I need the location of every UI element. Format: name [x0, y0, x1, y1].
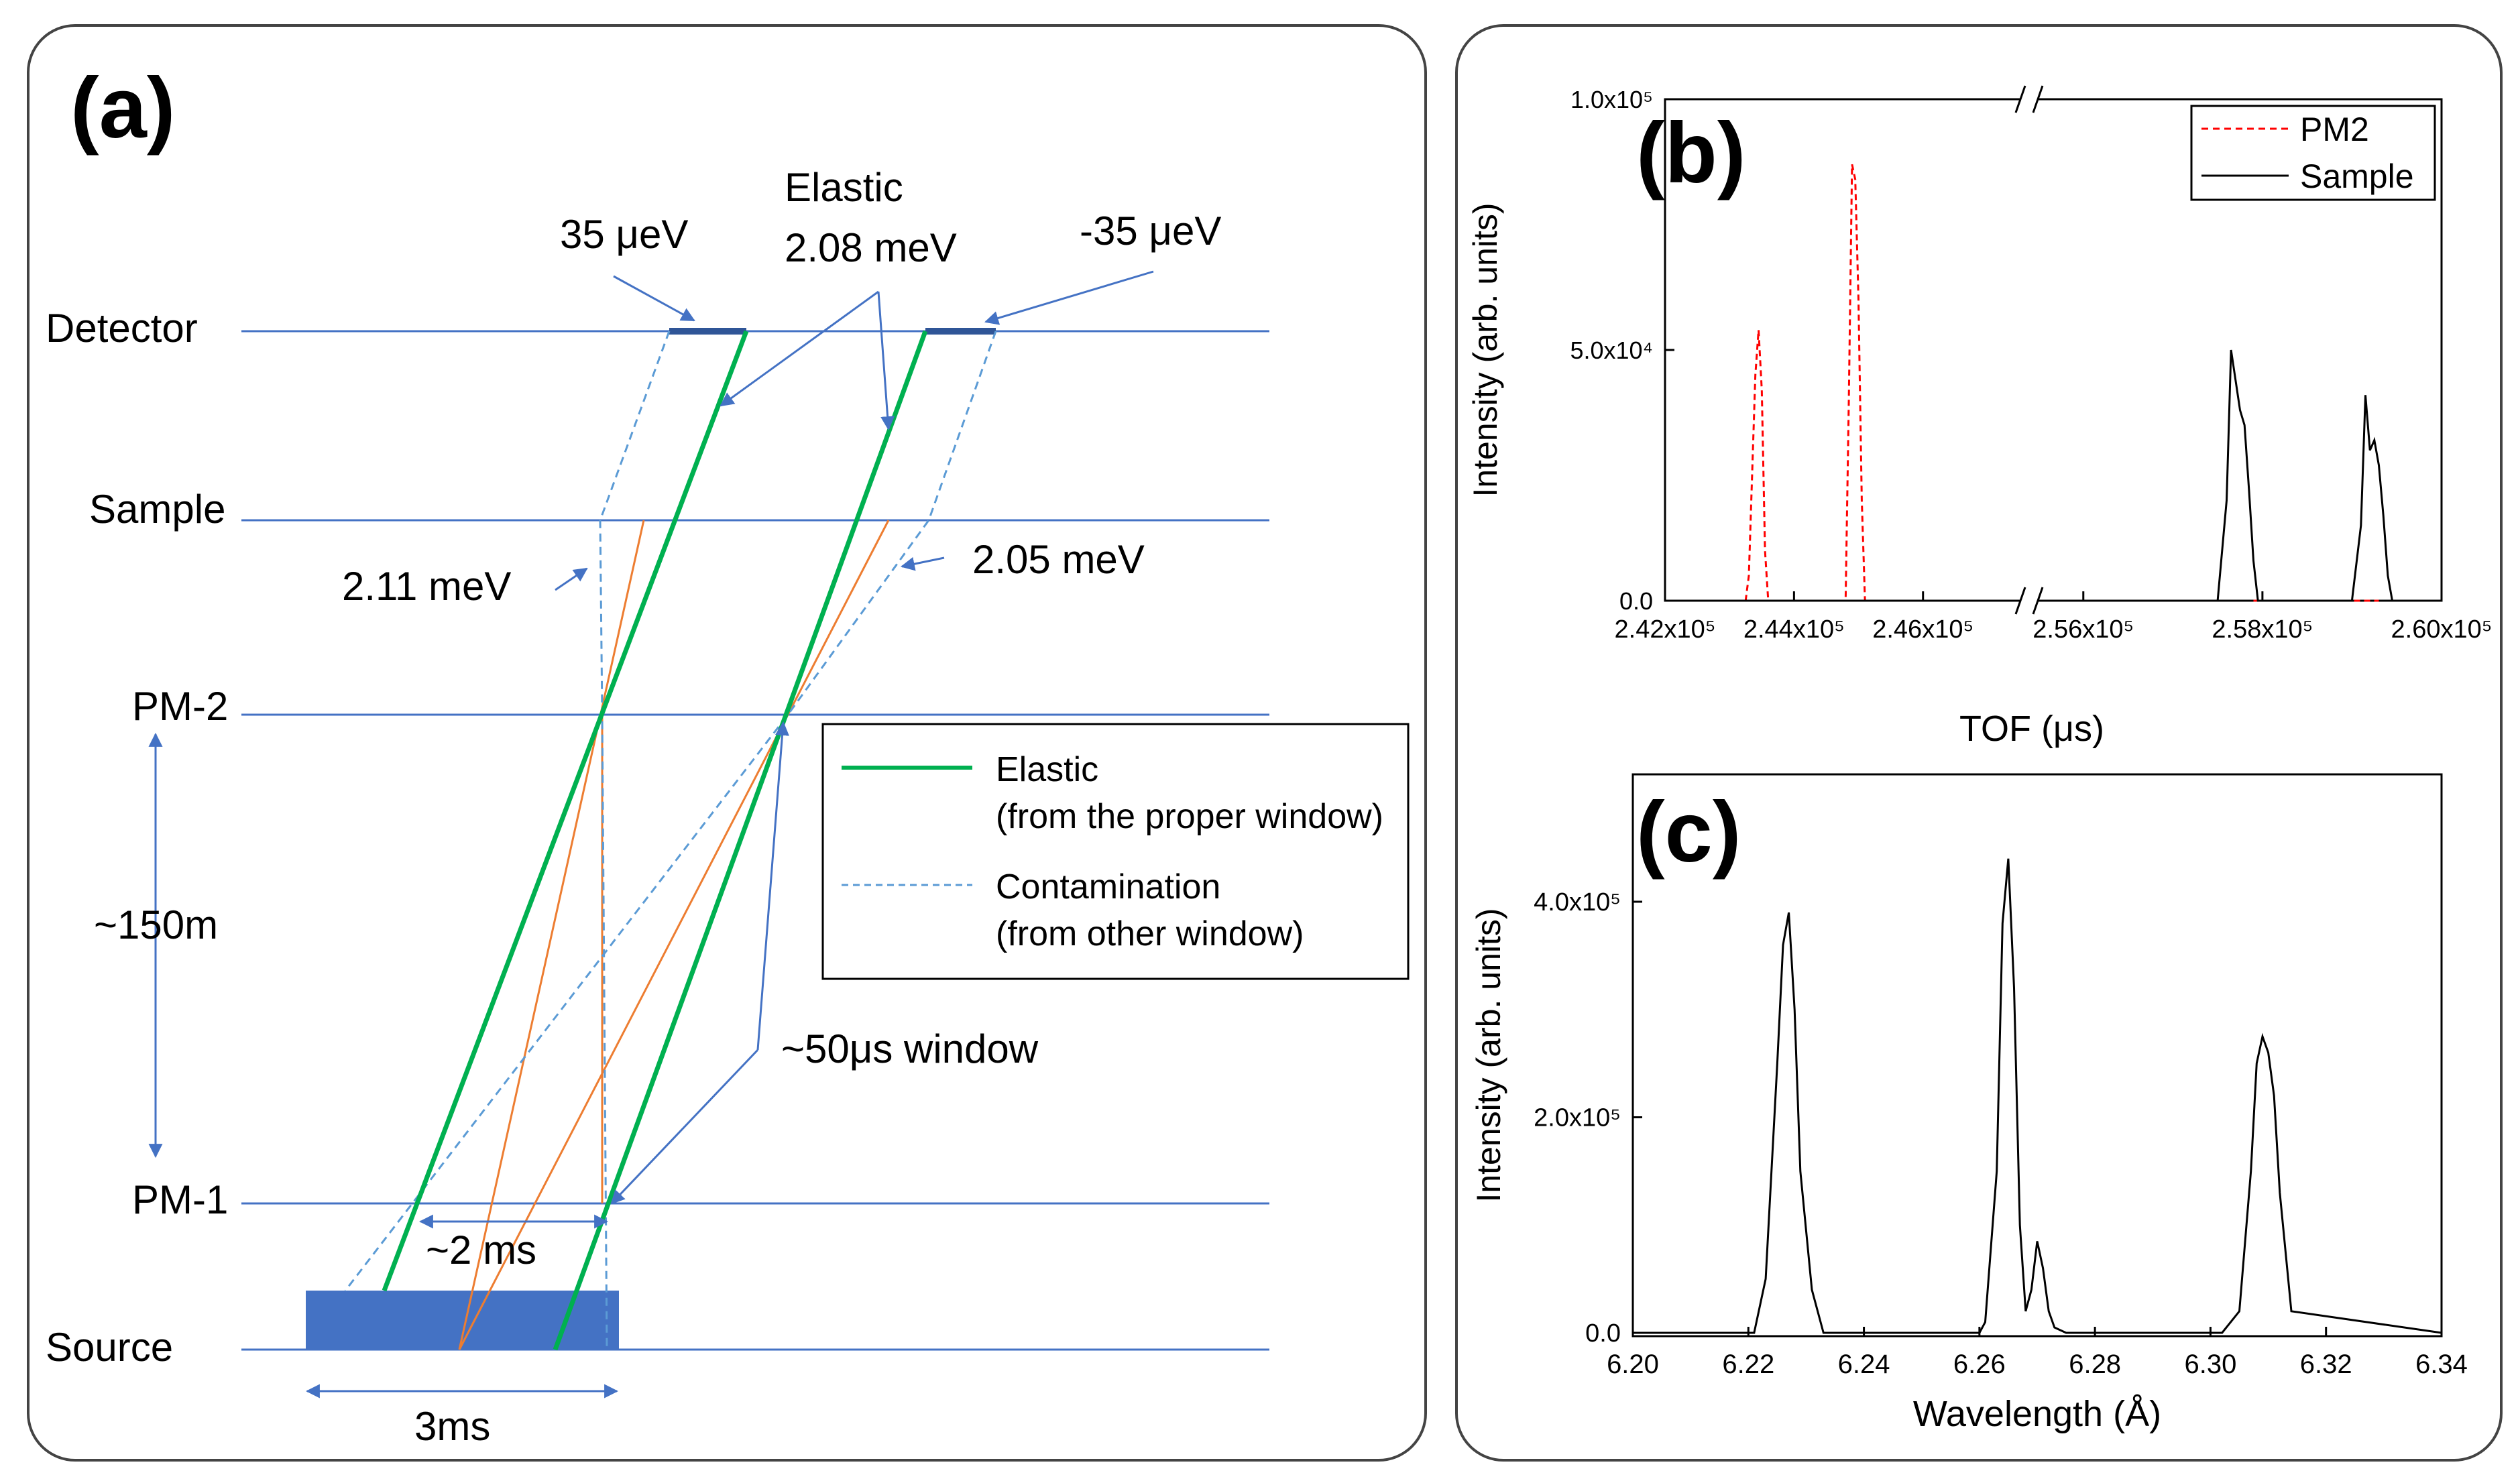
panel-c-label: (c) — [1636, 784, 1741, 880]
label-205mev: 2.05 meV — [972, 537, 1145, 582]
legend-elastic-sub: (from the proper window) — [996, 797, 1383, 836]
y-tick-label: 1.0x10⁵ — [1570, 86, 1653, 113]
x-tick-label: 6.32 — [2300, 1350, 2352, 1379]
panel-b-label: (b) — [1636, 105, 1745, 201]
panel-b-legend: PM2 Sample — [2190, 105, 2436, 201]
panel-b-xlabel: TOF (μs) — [1959, 709, 2104, 749]
y-tick-label: 2.0x10⁵ — [1534, 1104, 1621, 1132]
label-3ms: 3ms — [414, 1404, 490, 1449]
label-2ms: ~2 ms — [426, 1228, 536, 1272]
orange-line — [458, 520, 645, 1350]
panel-b-ylabel: Intensity (arb. units) — [1467, 202, 1504, 497]
arrow-211mev — [555, 567, 588, 591]
label-35uev: 35 μeV — [560, 212, 688, 257]
orange-line — [458, 520, 890, 1350]
y-tick-label: 0.0 — [1619, 587, 1653, 615]
y-tick-label: 4.0x10⁵ — [1534, 888, 1621, 916]
legend-contam-label: Contamination — [996, 868, 1220, 906]
arrow-window-a — [756, 721, 790, 1051]
y-tick-label: 5.0x10⁴ — [1570, 337, 1653, 364]
x-tick-label: 6.28 — [2069, 1350, 2121, 1379]
arrow-minus35uev — [984, 270, 1154, 325]
break-mark — [2014, 85, 2026, 113]
x-tick-label: 2.42x10⁵ — [1615, 615, 1716, 644]
annotation-arrows — [148, 270, 1154, 1399]
contamination-path-left — [599, 331, 671, 1350]
axis-break-gap-top — [2020, 94, 2039, 105]
legend-sample-label: Sample — [2300, 158, 2414, 195]
panel-a-legend: Elastic (from the proper window) Contami… — [821, 723, 1410, 980]
legend-contam-sub: (from other window) — [996, 914, 1304, 953]
label-elastic: Elastic — [785, 165, 903, 210]
panel-a-label: (a) — [70, 60, 175, 156]
axis-break-gap-bottom — [2020, 595, 2039, 606]
label-150m: ~150m — [94, 902, 218, 947]
sample-label: Sample — [89, 487, 225, 532]
panel-c-xlabel: Wavelength (Å) — [1913, 1394, 2161, 1434]
series-sample-line — [2039, 349, 2442, 602]
x-tick-label: 6.22 — [1722, 1350, 1774, 1379]
panel-c-chart: (c) 6.20 6.22 6.24 6.26 6.28 6.30 6.32 6.34 0.0 2… — [1470, 773, 2468, 1434]
x-tick-label: 6.26 — [1953, 1350, 2006, 1379]
panel-bc-frame — [1455, 24, 2503, 1462]
panel-a-frame — [27, 24, 1427, 1462]
arrow-elastic-b — [877, 291, 895, 431]
legend-pm2-label: PM2 — [2300, 111, 2369, 148]
x-tick-label: 6.34 — [2415, 1350, 2468, 1379]
x-tick-label: 2.46x10⁵ — [1872, 615, 1973, 644]
panel-c-series — [1633, 858, 2442, 1334]
arrow-205mev — [900, 556, 945, 571]
legend-elastic-label: Elastic — [996, 750, 1098, 789]
x-tick-label: 6.20 — [1607, 1350, 1659, 1379]
elastic-lines — [382, 330, 928, 1351]
panel-a: (a) Detector Sample PM-2 PM-1 Source — [27, 24, 1427, 1462]
panel-c-plot-area — [1631, 773, 2443, 1338]
label-elastic-energy: 2.08 meV — [785, 225, 957, 270]
pm2-label: PM-2 — [132, 684, 228, 729]
panel-b-chart: (b) 2.42x10⁵ 2.44x10⁵ 2.46x10⁵ 2.56x10⁵ 2.58… — [1467, 85, 2492, 749]
contamination-path-right — [344, 331, 997, 1291]
elastic-line-left — [382, 330, 749, 1292]
elastic-line-right — [553, 330, 928, 1351]
arrow-window-b — [610, 1049, 759, 1205]
x-tick-label: 2.56x10⁵ — [2032, 615, 2134, 644]
arrow-elastic-a — [720, 290, 879, 407]
break-mark — [2032, 85, 2044, 113]
panel-c-ticks: 6.20 6.22 6.24 6.26 6.28 6.30 6.32 6.34 0.0 2.0x1… — [1534, 888, 2468, 1379]
x-tick-label: 2.58x10⁵ — [2212, 615, 2313, 644]
arrow-35uev — [613, 275, 695, 322]
panel-b-series — [1665, 164, 2442, 602]
pm1-label: PM-1 — [132, 1177, 228, 1222]
axis-break — [2014, 85, 2044, 615]
break-mark — [2014, 587, 2026, 615]
series-pm2-line — [1665, 164, 1872, 602]
x-tick-label: 6.24 — [1838, 1350, 1890, 1379]
label-211mev: 2.11 meV — [342, 564, 511, 609]
source-label: Source — [46, 1325, 173, 1370]
contamination-lines — [344, 331, 997, 1350]
label-window: ~50μs window — [781, 1026, 1039, 1071]
legend-box — [2190, 105, 2436, 201]
x-tick-label: 6.30 — [2184, 1350, 2236, 1379]
detector-label: Detector — [46, 306, 198, 351]
break-mark — [2032, 587, 2044, 615]
x-tick-label: 2.60x10⁵ — [2391, 615, 2493, 644]
panel-c-ylabel: Intensity (arb. units) — [1470, 908, 1507, 1202]
x-tick-label: 2.44x10⁵ — [1743, 615, 1845, 644]
panel-b-ticks: 2.42x10⁵ 2.44x10⁵ 2.46x10⁵ 2.56x10⁵ 2.58x10⁵… — [1570, 86, 2492, 644]
series-line — [1633, 858, 2442, 1334]
y-tick-label: 0.0 — [1585, 1319, 1621, 1348]
label-minus35uev: -35 μeV — [1080, 209, 1221, 253]
